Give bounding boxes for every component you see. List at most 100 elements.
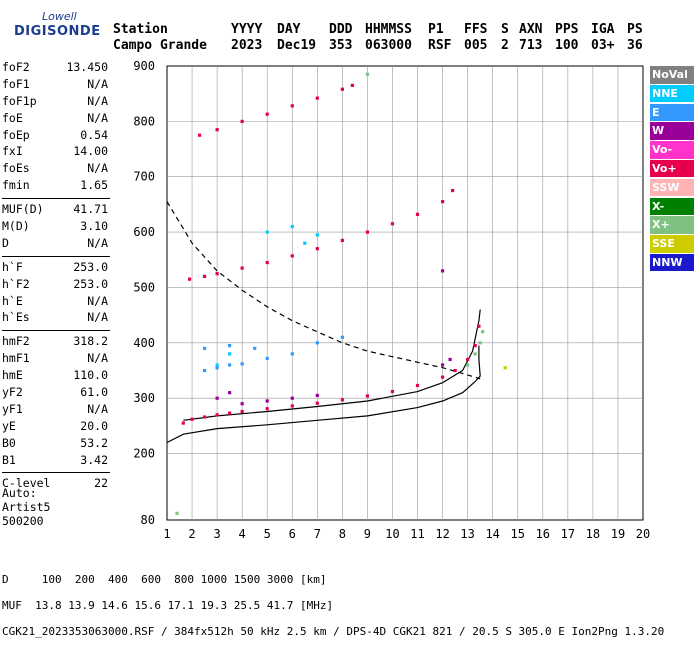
x-tick-label: 18	[586, 527, 600, 541]
hdr-hhmmss-value: 063000	[365, 38, 412, 53]
hdr-ddd-label: DDD	[329, 22, 353, 37]
hdr-ffs-label: FFS	[464, 22, 488, 37]
x-tick-label: 16	[536, 527, 550, 541]
param-key: fmin	[2, 178, 30, 193]
param-value: 22	[94, 476, 108, 491]
param-value: N/A	[87, 293, 108, 308]
data-point-nne	[303, 241, 307, 245]
data-point-vo	[365, 394, 370, 398]
auto-code: 500200	[2, 514, 44, 528]
param-row-fxi: fxI 14.00	[2, 144, 110, 161]
x-tick-label: 4	[239, 527, 246, 541]
param-value: N/A	[87, 235, 108, 250]
legend-item-vo: Vo-	[650, 141, 694, 159]
data-point-x	[365, 72, 370, 76]
data-point-sse	[503, 366, 507, 370]
param-value: 14.00	[73, 144, 108, 159]
data-point-vo	[290, 404, 294, 408]
data-point-nne	[215, 363, 219, 367]
param-row-foes: foEs N/A	[2, 161, 110, 178]
logo-line1: Lowell	[42, 10, 77, 23]
scaled-parameters-panel: foF2 13.450 foF1 N/A foF1p N/A foE N/A foEp 0.54 f…	[2, 60, 110, 493]
param-row-hf: h`F 253.0	[2, 260, 110, 277]
param-divider	[2, 255, 110, 257]
data-point-vo-2nd-hop	[390, 222, 395, 226]
param-key: foEp	[2, 127, 30, 142]
data-point-vo-2nd-hop	[340, 238, 344, 243]
param-key: foE	[2, 110, 23, 125]
legend-item-nnw: NNW	[650, 253, 694, 272]
hdr-station-label: Station	[113, 22, 168, 37]
legend-item-w: W	[650, 122, 694, 140]
hdr-station-value: Campo Grande	[113, 38, 207, 53]
x-tick-label: 17	[561, 527, 575, 541]
data-point-x	[473, 352, 477, 356]
x-tick-label: 10	[385, 527, 399, 541]
param-row-md: M(D) 3.10	[2, 219, 110, 236]
param-key: yF1	[2, 401, 23, 416]
x-tick-label: 14	[485, 527, 499, 541]
polarization-legend: NoVal NNE E W Vo- Vo+ SSW X- X+ SSE NNW	[650, 66, 694, 273]
y-tick-label: 200	[133, 447, 155, 461]
param-key: D	[2, 235, 9, 250]
curve-model-solid	[166, 345, 481, 444]
param-key: h`F	[2, 259, 23, 274]
data-point-e	[215, 366, 219, 370]
param-key: foF2	[2, 60, 30, 74]
param-key: hmF2	[2, 334, 30, 349]
data-point-vo	[473, 343, 477, 348]
param-value: 3.10	[80, 219, 108, 234]
param-value: 1.65	[80, 178, 108, 193]
data-point-vo-2nd-hop	[315, 247, 319, 251]
data-point-x	[481, 330, 485, 334]
legend-item-noval: NoVal	[650, 66, 694, 84]
data-point-e	[265, 356, 269, 360]
data-point-vo-2nd-hop	[440, 200, 445, 204]
data-point-vo	[190, 417, 194, 421]
data-point-vo-2nd-hop	[202, 274, 207, 278]
param-row-hmf2: hmF2 318.2	[2, 334, 110, 351]
data-point-e	[202, 346, 207, 350]
data-point-vo-2nd-hop	[451, 188, 455, 193]
param-key: h`E	[2, 293, 23, 308]
param-row-hes: h`Es N/A	[2, 310, 110, 327]
data-point-x	[478, 341, 482, 345]
param-row-fmin: fmin 1.65	[2, 178, 110, 195]
x-tick-label: 2	[188, 527, 195, 541]
data-point-vo	[215, 413, 219, 417]
legend-item-sse: SSE	[650, 235, 694, 253]
data-point-nne	[315, 233, 319, 237]
param-key: foF1p	[2, 93, 37, 108]
x-tick-label: 20	[636, 527, 650, 541]
param-value: 61.0	[80, 385, 108, 400]
hdr-s-value: 2	[501, 38, 509, 53]
legend-item-vo: Vo+	[650, 159, 694, 178]
data-point-vo-3rd-hop	[350, 83, 354, 87]
logo-line2: DIGISONDE	[14, 24, 101, 39]
hdr-year-label: YYYY	[231, 22, 263, 37]
data-point-w	[215, 396, 219, 400]
x-tick-label: 19	[611, 527, 625, 541]
x-tick-label: 3	[213, 527, 220, 541]
param-value: N/A	[87, 161, 108, 176]
param-key: hmE	[2, 368, 23, 383]
hdr-day-label: DAY	[277, 22, 301, 37]
param-row-yf1: yF1 N/A	[2, 402, 110, 419]
y-tick-label: 700	[133, 170, 155, 184]
param-value: N/A	[87, 351, 108, 366]
param-row-foep: foEp 0.54	[2, 128, 110, 145]
y-tick-label: 400	[133, 336, 155, 350]
data-point-vo	[315, 401, 319, 405]
data-point-vo-3rd-hop	[197, 133, 202, 137]
param-key: h`Es	[2, 310, 30, 325]
param-key: yF2	[2, 385, 23, 400]
x-tick-label: 1	[163, 527, 170, 541]
hdr-hhmmss-label: HHMMSS	[365, 22, 412, 37]
hdr-ffs-value: 005	[464, 38, 488, 53]
param-row-he: h`E N/A	[2, 294, 110, 311]
param-row-b1: B1 3.42	[2, 453, 110, 470]
data-point-vo	[181, 421, 185, 425]
footer-muf-row: MUF 13.8 13.9 14.6 15.6 17.1 19.3 25.5 4…	[2, 599, 334, 612]
param-value: N/A	[87, 110, 108, 125]
data-point-vo	[390, 389, 395, 394]
